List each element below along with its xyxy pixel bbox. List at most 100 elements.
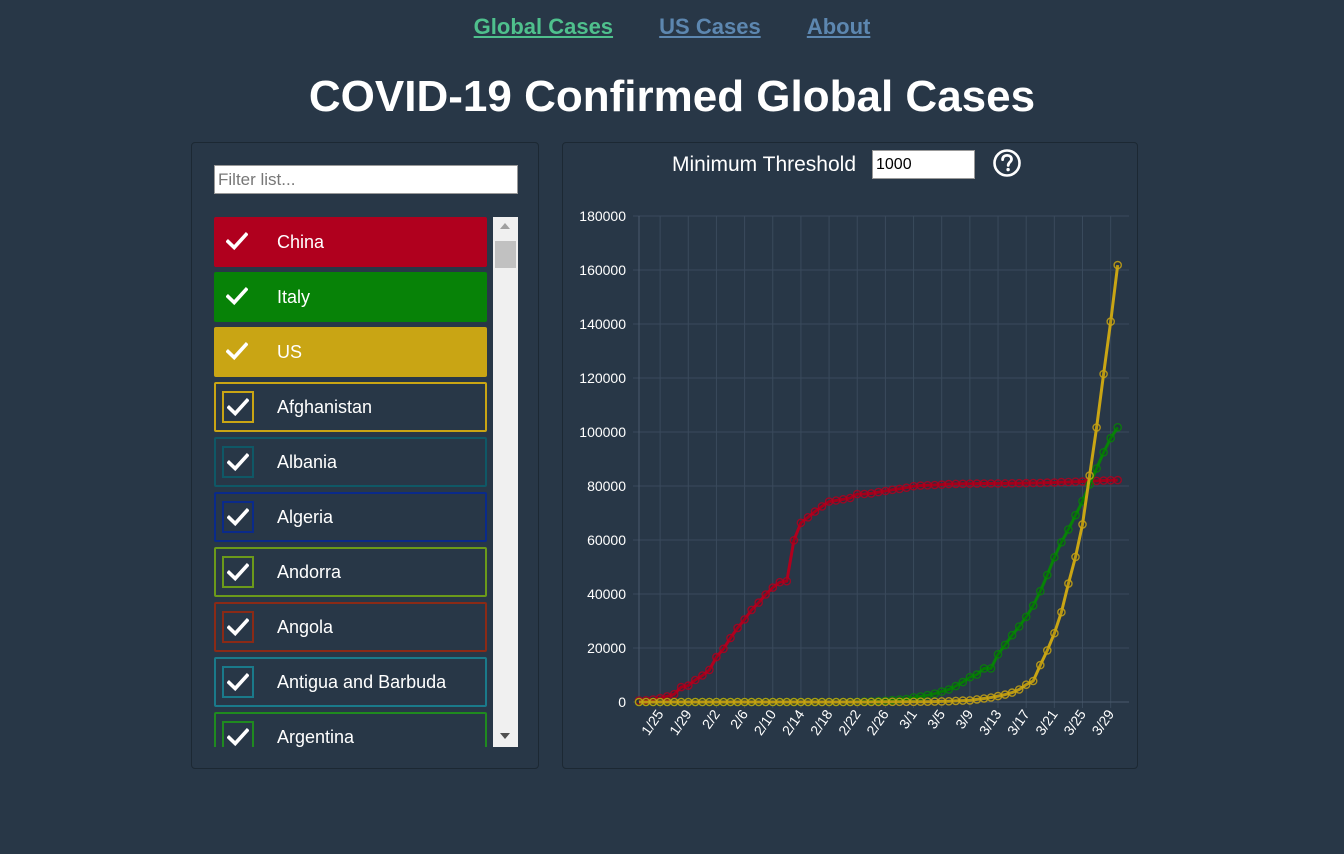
data-point <box>726 633 735 643</box>
checkbox-check-icon[interactable] <box>222 611 254 643</box>
data-point <box>923 697 932 707</box>
data-point <box>888 697 897 707</box>
data-point <box>1050 552 1059 562</box>
data-point <box>923 480 932 490</box>
x-tick-label: 3/25 <box>1060 706 1089 738</box>
data-point <box>972 670 982 679</box>
y-tick-label: 120000 <box>579 370 626 386</box>
filter-input[interactable] <box>214 165 518 194</box>
y-tick-label: 140000 <box>579 316 626 332</box>
line-chart: 0 20000 40000 60000 80000 100000 120000 140000 1… <box>579 208 1129 738</box>
country-item-afghanistan[interactable]: Afghanistan <box>214 382 487 432</box>
nav-global-cases-link[interactable]: Global Cases <box>473 14 614 39</box>
data-point <box>979 479 989 488</box>
country-item-china[interactable]: China <box>214 217 487 267</box>
data-point <box>937 697 947 706</box>
data-point <box>1078 477 1087 486</box>
checkbox-check-icon[interactable] <box>222 226 254 258</box>
country-item-us[interactable]: US <box>214 327 487 377</box>
country-item-argentina[interactable]: Argentina <box>214 712 487 747</box>
x-tick-label: 2/14 <box>779 706 808 738</box>
data-point <box>958 696 968 705</box>
checkbox-check-icon[interactable] <box>222 336 254 368</box>
data-point <box>1099 369 1108 379</box>
checkbox-check-icon[interactable] <box>222 556 254 588</box>
data-point <box>986 479 996 488</box>
country-panel: China Italy US Afghanistan Albania Algeria And… <box>191 142 539 769</box>
data-point <box>1000 640 1010 650</box>
data-point <box>782 576 792 586</box>
checkbox-check-icon[interactable] <box>222 446 254 478</box>
x-tick-label: 2/2 <box>699 706 723 731</box>
country-item-antigua-and-barbuda[interactable]: Antigua and Barbuda <box>214 657 487 707</box>
country-list[interactable]: China Italy US Afghanistan Albania Algeria And… <box>214 217 488 747</box>
country-item-algeria[interactable]: Algeria <box>214 492 487 542</box>
x-tick-label: 2/26 <box>863 706 892 738</box>
data-point <box>895 484 904 494</box>
country-item-andorra[interactable]: Andorra <box>214 547 487 597</box>
checkbox-check-icon[interactable] <box>222 501 254 533</box>
data-point <box>1113 422 1123 432</box>
data-point <box>930 697 940 706</box>
data-point <box>881 486 890 496</box>
country-item-angola[interactable]: Angola <box>214 602 487 652</box>
data-point <box>965 672 975 682</box>
question-circle-icon[interactable] <box>992 148 1022 178</box>
data-point <box>1092 464 1101 473</box>
data-point <box>1050 628 1059 638</box>
data-point <box>866 697 876 707</box>
nav-about-link[interactable]: About <box>806 14 871 39</box>
x-tick-label: 2/18 <box>807 706 836 738</box>
data-point <box>958 677 968 687</box>
threshold-input[interactable] <box>872 150 975 179</box>
checkbox-check-icon[interactable] <box>222 281 254 313</box>
data-point <box>1106 475 1116 485</box>
checkbox-check-icon[interactable] <box>222 721 254 747</box>
y-tick-label: 180000 <box>579 208 626 224</box>
scroll-down-arrow-icon[interactable] <box>500 733 510 739</box>
data-point <box>888 485 897 495</box>
data-point <box>789 697 799 707</box>
country-label: Afghanistan <box>277 397 373 417</box>
data-point <box>705 697 714 707</box>
data-point <box>1113 475 1123 485</box>
data-point <box>852 697 862 707</box>
data-point <box>972 695 982 704</box>
x-tick-label: 1/29 <box>666 706 695 738</box>
data-point <box>676 682 686 692</box>
data-point <box>874 697 883 707</box>
x-tick-label: 3/5 <box>924 706 948 731</box>
data-point <box>909 481 918 491</box>
data-point <box>1007 478 1017 488</box>
nav-us-cases-link[interactable]: US Cases <box>659 14 761 39</box>
data-point <box>733 623 742 633</box>
data-point <box>775 697 785 707</box>
data-point <box>1057 477 1066 487</box>
data-point <box>1035 586 1045 596</box>
y-tick-label: 60000 <box>587 532 626 548</box>
scroll-thumb[interactable] <box>495 241 516 268</box>
data-point <box>1057 607 1066 617</box>
checkbox-check-icon[interactable] <box>222 391 254 423</box>
data-point <box>930 689 940 699</box>
list-scrollbar[interactable] <box>493 217 518 747</box>
data-point <box>648 697 658 707</box>
data-point <box>874 487 883 497</box>
data-point <box>719 644 728 654</box>
country-item-italy[interactable]: Italy <box>214 272 487 322</box>
x-tick-label: 1/25 <box>638 706 667 738</box>
data-point <box>669 689 679 699</box>
checkbox-check-icon[interactable] <box>222 666 254 698</box>
scroll-up-arrow-icon[interactable] <box>500 223 510 229</box>
data-point <box>986 693 996 702</box>
y-tick-label: 80000 <box>587 478 626 494</box>
data-point <box>655 697 665 707</box>
data-point <box>1028 676 1038 686</box>
data-point <box>810 697 820 707</box>
x-tick-label: 3/29 <box>1088 706 1117 738</box>
data-point <box>1050 478 1059 487</box>
data-point <box>1021 680 1031 690</box>
country-item-albania[interactable]: Albania <box>214 437 487 487</box>
x-tick-label: 2/6 <box>727 706 751 731</box>
data-point <box>1042 570 1052 580</box>
